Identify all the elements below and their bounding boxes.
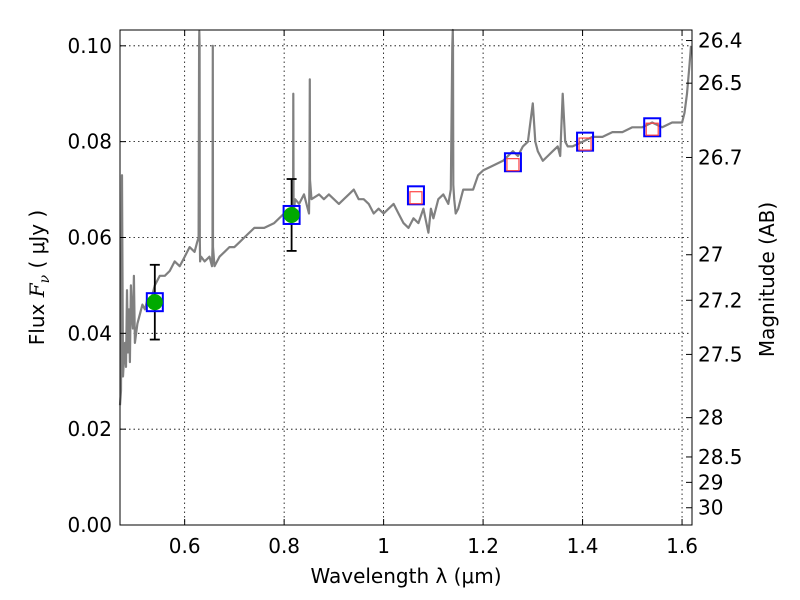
y-tick-label: 0.02 xyxy=(67,417,112,441)
mag-tick-label: 28 xyxy=(698,406,723,430)
y-tick-label: 0.00 xyxy=(67,513,112,537)
x-tick-label: 0.6 xyxy=(169,534,201,558)
x-axis-label: Wavelength λ (μm) xyxy=(310,564,501,588)
mag-tick-label: 27.5 xyxy=(698,342,743,366)
y-label-suffix: ( μJy ) xyxy=(25,210,49,275)
mag-tick-label: 26.5 xyxy=(698,71,743,95)
upper-limit-marker xyxy=(409,191,423,205)
mag-tick-label: 28.5 xyxy=(698,445,743,469)
mag-tick-label: 30 xyxy=(698,496,723,520)
photometry-point xyxy=(146,294,163,311)
model-box xyxy=(576,131,595,152)
y-axis-label: Flux Fν ( μJy ) xyxy=(25,210,53,345)
y-tick-label: 0.10 xyxy=(67,34,112,58)
y-axis-label-right: Magnitude (AB) xyxy=(755,202,779,357)
photometry-point xyxy=(283,206,300,223)
mag-tick-label: 27 xyxy=(698,243,723,267)
spectrum-layer xyxy=(118,28,693,406)
model-box xyxy=(643,117,662,138)
y-tick-label: 0.06 xyxy=(67,225,112,249)
x-tick-label: 1.6 xyxy=(666,534,698,558)
mag-tick-label: 29 xyxy=(698,470,723,494)
markers-layer xyxy=(145,117,662,341)
x-tick-label: 1.2 xyxy=(467,534,499,558)
y-label-subscript: ν xyxy=(37,274,53,283)
x-tick-label: 1 xyxy=(377,534,390,558)
spectrum-line xyxy=(118,28,693,406)
upper-limit-marker xyxy=(578,137,592,151)
y-tick-label: 0.08 xyxy=(67,130,112,154)
model-box xyxy=(503,152,522,173)
upper-limit-marker xyxy=(506,158,520,172)
mag-tick-label: 27.2 xyxy=(698,288,743,312)
x-tick-label: 1.4 xyxy=(567,534,599,558)
mag-tick-label: 26.7 xyxy=(698,145,743,169)
grid-lines xyxy=(120,30,692,526)
x-tick-label: 0.8 xyxy=(268,534,300,558)
ticks-layer: 0.6 0.8 1 1.2 1.4 1.6 0.00 0.02 0.04 0.06 0.08 0.10… xyxy=(67,29,742,558)
upper-limit-marker xyxy=(645,122,659,136)
mag-tick-label: 26.4 xyxy=(698,29,743,53)
y-label-prefix: Flux xyxy=(25,297,49,345)
plot-frame xyxy=(119,29,693,526)
y-label-symbol: F xyxy=(25,282,49,298)
model-box xyxy=(406,185,425,206)
y-tick-label: 0.04 xyxy=(67,321,112,345)
